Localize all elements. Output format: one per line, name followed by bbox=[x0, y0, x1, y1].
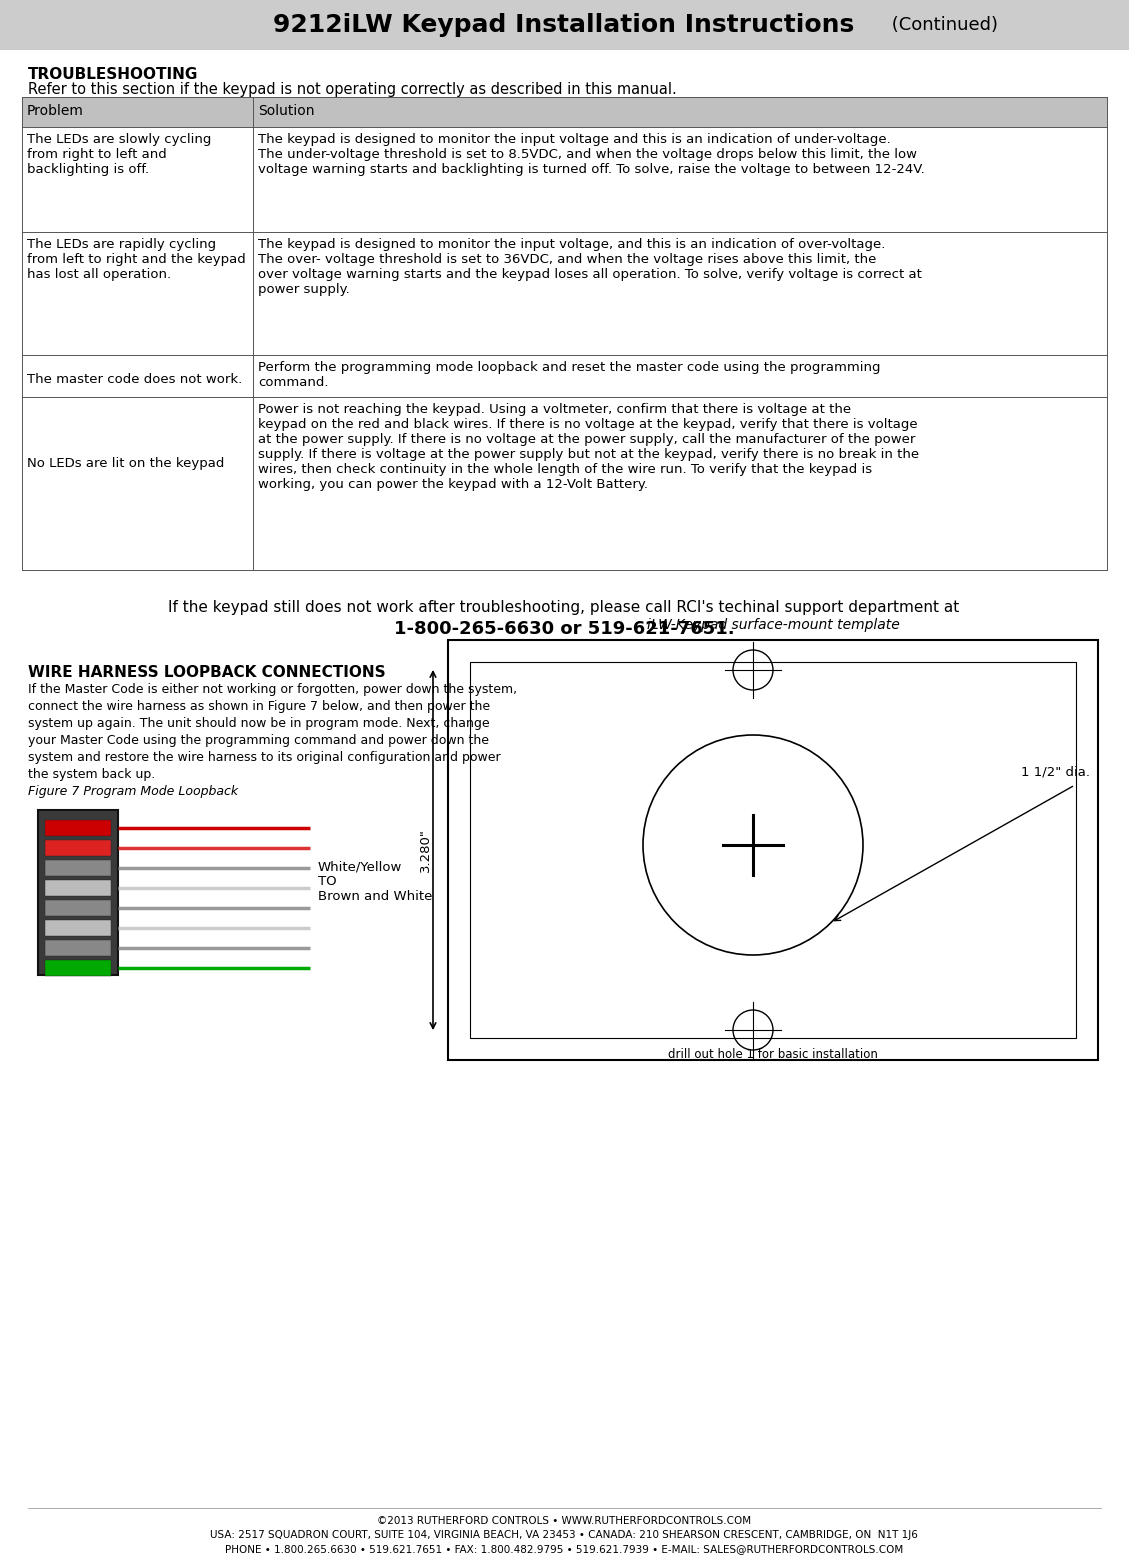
Text: PHONE • 1.800.265.6630 • 519.621.7651 • FAX: 1.800.482.9795 • 519.621.7939 • E-M: PHONE • 1.800.265.6630 • 519.621.7651 • … bbox=[225, 1545, 903, 1554]
Text: drill out hole 1 for basic installation: drill out hole 1 for basic installation bbox=[668, 1048, 878, 1060]
Text: The master code does not work.: The master code does not work. bbox=[27, 374, 243, 386]
Text: USA: 2517 SQUADRON COURT, SUITE 104, VIRGINIA BEACH, VA 23453 • CANADA: 210 SHEA: USA: 2517 SQUADRON COURT, SUITE 104, VIR… bbox=[210, 1531, 918, 1540]
Bar bbox=[45, 900, 111, 916]
Text: The LEDs are slowly cycling
from right to left and
backlighting is off.: The LEDs are slowly cycling from right t… bbox=[27, 132, 211, 176]
Text: Power is not reaching the keypad. Using a voltmeter, confirm that there is volta: Power is not reaching the keypad. Using … bbox=[259, 403, 919, 490]
Text: The keypad is designed to monitor the input voltage, and this is an indication o: The keypad is designed to monitor the in… bbox=[259, 238, 922, 296]
Text: 3.280": 3.280" bbox=[419, 828, 431, 872]
Text: iLW-Keypad surface-mount template: iLW-Keypad surface-mount template bbox=[647, 618, 900, 632]
Text: If the Master Code is either not working or forgotten, power down the system,
co: If the Master Code is either not working… bbox=[28, 684, 517, 782]
Bar bbox=[45, 961, 111, 976]
Text: 9212iLW Keypad Installation Instructions: 9212iLW Keypad Installation Instructions bbox=[273, 12, 855, 37]
Text: Refer to this section if the keypad is not operating correctly as described in t: Refer to this section if the keypad is n… bbox=[28, 83, 676, 97]
Text: WIRE HARNESS LOOPBACK CONNECTIONS: WIRE HARNESS LOOPBACK CONNECTIONS bbox=[28, 665, 386, 680]
Text: The keypad is designed to monitor the input voltage and this is an indication of: The keypad is designed to monitor the in… bbox=[259, 132, 925, 176]
Bar bbox=[470, 662, 1076, 1039]
Bar bbox=[38, 810, 119, 975]
Text: The LEDs are rapidly cycling
from left to right and the keypad
has lost all oper: The LEDs are rapidly cycling from left t… bbox=[27, 238, 246, 280]
Text: 1-800-265-6630 or 519-621-7651.: 1-800-265-6630 or 519-621-7651. bbox=[394, 620, 734, 638]
Bar bbox=[0, 0, 1129, 50]
Text: ©2013 RUTHERFORD CONTROLS • WWW.RUTHERFORDCONTROLS.COM: ©2013 RUTHERFORD CONTROLS • WWW.RUTHERFO… bbox=[377, 1517, 751, 1526]
Text: White/Yellow
TO
Brown and White: White/Yellow TO Brown and White bbox=[318, 859, 432, 903]
Bar bbox=[45, 821, 111, 836]
Text: Figure 7 Program Mode Loopback: Figure 7 Program Mode Loopback bbox=[28, 785, 238, 799]
Bar bbox=[45, 920, 111, 936]
FancyBboxPatch shape bbox=[448, 640, 1099, 1060]
Bar bbox=[45, 940, 111, 956]
Bar bbox=[45, 880, 111, 895]
Text: Perform the programming mode loopback and reset the master code using the progra: Perform the programming mode loopback an… bbox=[259, 361, 881, 389]
Text: (Continued): (Continued) bbox=[886, 16, 998, 34]
Bar bbox=[45, 839, 111, 856]
Text: Solution: Solution bbox=[259, 104, 315, 118]
Text: TROUBLESHOOTING: TROUBLESHOOTING bbox=[28, 67, 199, 83]
Bar bbox=[45, 859, 111, 877]
Bar bbox=[21, 97, 1108, 128]
Text: No LEDs are lit on the keypad: No LEDs are lit on the keypad bbox=[27, 458, 225, 470]
Text: 1 1/2" dia.: 1 1/2" dia. bbox=[1021, 764, 1089, 778]
Text: If the keypad still does not work after troubleshooting, please call RCI's techi: If the keypad still does not work after … bbox=[168, 599, 960, 615]
Text: Problem: Problem bbox=[27, 104, 84, 118]
